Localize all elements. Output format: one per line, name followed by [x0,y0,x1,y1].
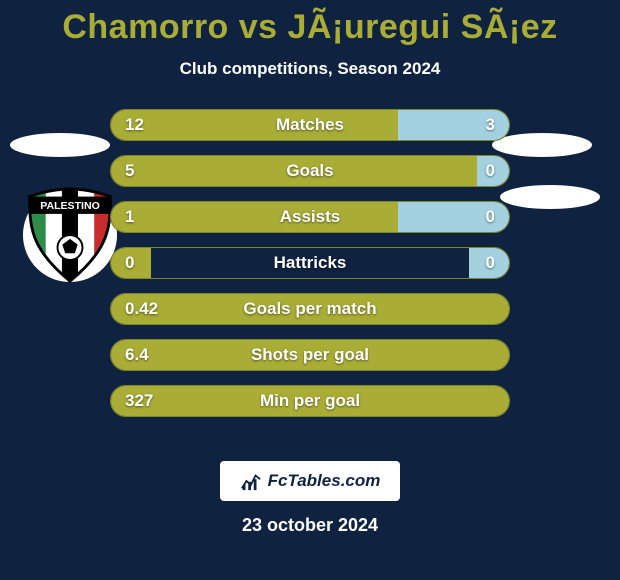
stat-row: 10Assists [110,201,510,233]
stat-row: 123Matches [110,109,510,141]
page-title: Chamorro vs JÃ¡uregui SÃ¡ez [0,0,620,47]
club-badge-text: PALESTINO [40,200,100,212]
watermark: FcTables.com [220,461,400,501]
stat-label: Matches [111,115,509,135]
stat-label: Goals [111,161,509,181]
stat-row: 0.42Goals per match [110,293,510,325]
stat-row: 50Goals [110,155,510,187]
stat-row: 327Min per goal [110,385,510,417]
stat-row: 00Hattricks [110,247,510,279]
left-player-head-ellipse [10,133,110,157]
stat-bars: 123Matches 50Goals 10Assists 00Hattricks 0.4… [110,109,510,431]
stat-label: Hattricks [111,253,509,273]
right-player-body-ellipse [500,185,600,209]
left-club-badge-palestino: PALESTINO [22,187,118,283]
stat-label: Shots per goal [111,345,509,365]
chart-icon [240,470,262,492]
subtitle: Club competitions, Season 2024 [0,59,620,79]
date-label: 23 october 2024 [0,515,620,536]
watermark-text: FcTables.com [268,471,381,491]
stat-label: Goals per match [111,299,509,319]
stat-row: 6.4Shots per goal [110,339,510,371]
stat-label: Assists [111,207,509,227]
stat-label: Min per goal [111,391,509,411]
comparison-arena: PALESTINO 123Matches 50Goals 10Assists 00Ha… [0,109,620,449]
